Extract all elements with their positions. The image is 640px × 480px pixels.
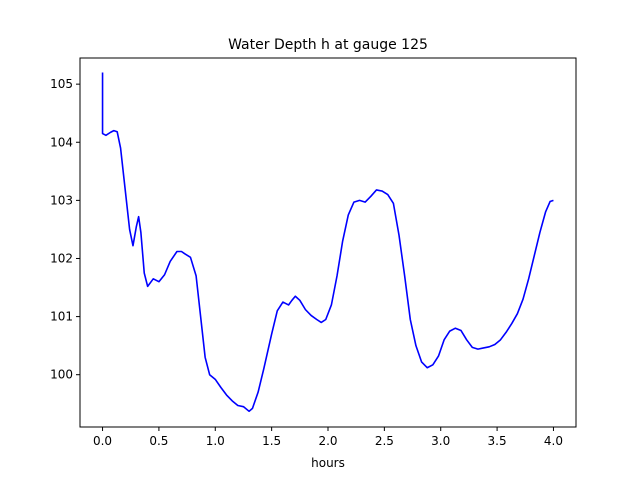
series-line-1	[101, 72, 554, 413]
y-tick-label: 101	[50, 310, 73, 324]
x-tick-label: 0.0	[93, 434, 112, 448]
y-axis-ticks: 100 101 102 103 104 105	[50, 77, 80, 382]
y-tick-label: 100	[50, 368, 73, 382]
plot-area	[101, 72, 554, 413]
x-tick-label: 2.5	[375, 434, 394, 448]
x-tick-label: 0.5	[149, 434, 168, 448]
y-tick-label: 105	[50, 77, 73, 91]
x-tick-label: 1.0	[206, 434, 225, 448]
x-axis-label: hours	[311, 456, 345, 470]
y-tick-label: 102	[50, 251, 73, 265]
x-tick-label: 4.0	[544, 434, 563, 448]
chart-title: Water Depth h at gauge 125	[228, 37, 428, 53]
y-tick-label: 103	[50, 193, 73, 207]
x-tick-label: 1.5	[262, 434, 281, 448]
axes-frame	[79, 57, 577, 428]
x-tick-label: 3.5	[488, 434, 507, 448]
x-tick-label: 3.0	[431, 434, 450, 448]
y-tick-label: 104	[50, 135, 73, 149]
x-axis-ticks: 0.0 0.5 1.0 1.5 2.0 2.5 3.0 3.5 4.0	[93, 427, 563, 448]
x-tick-label: 2.0	[318, 434, 337, 448]
